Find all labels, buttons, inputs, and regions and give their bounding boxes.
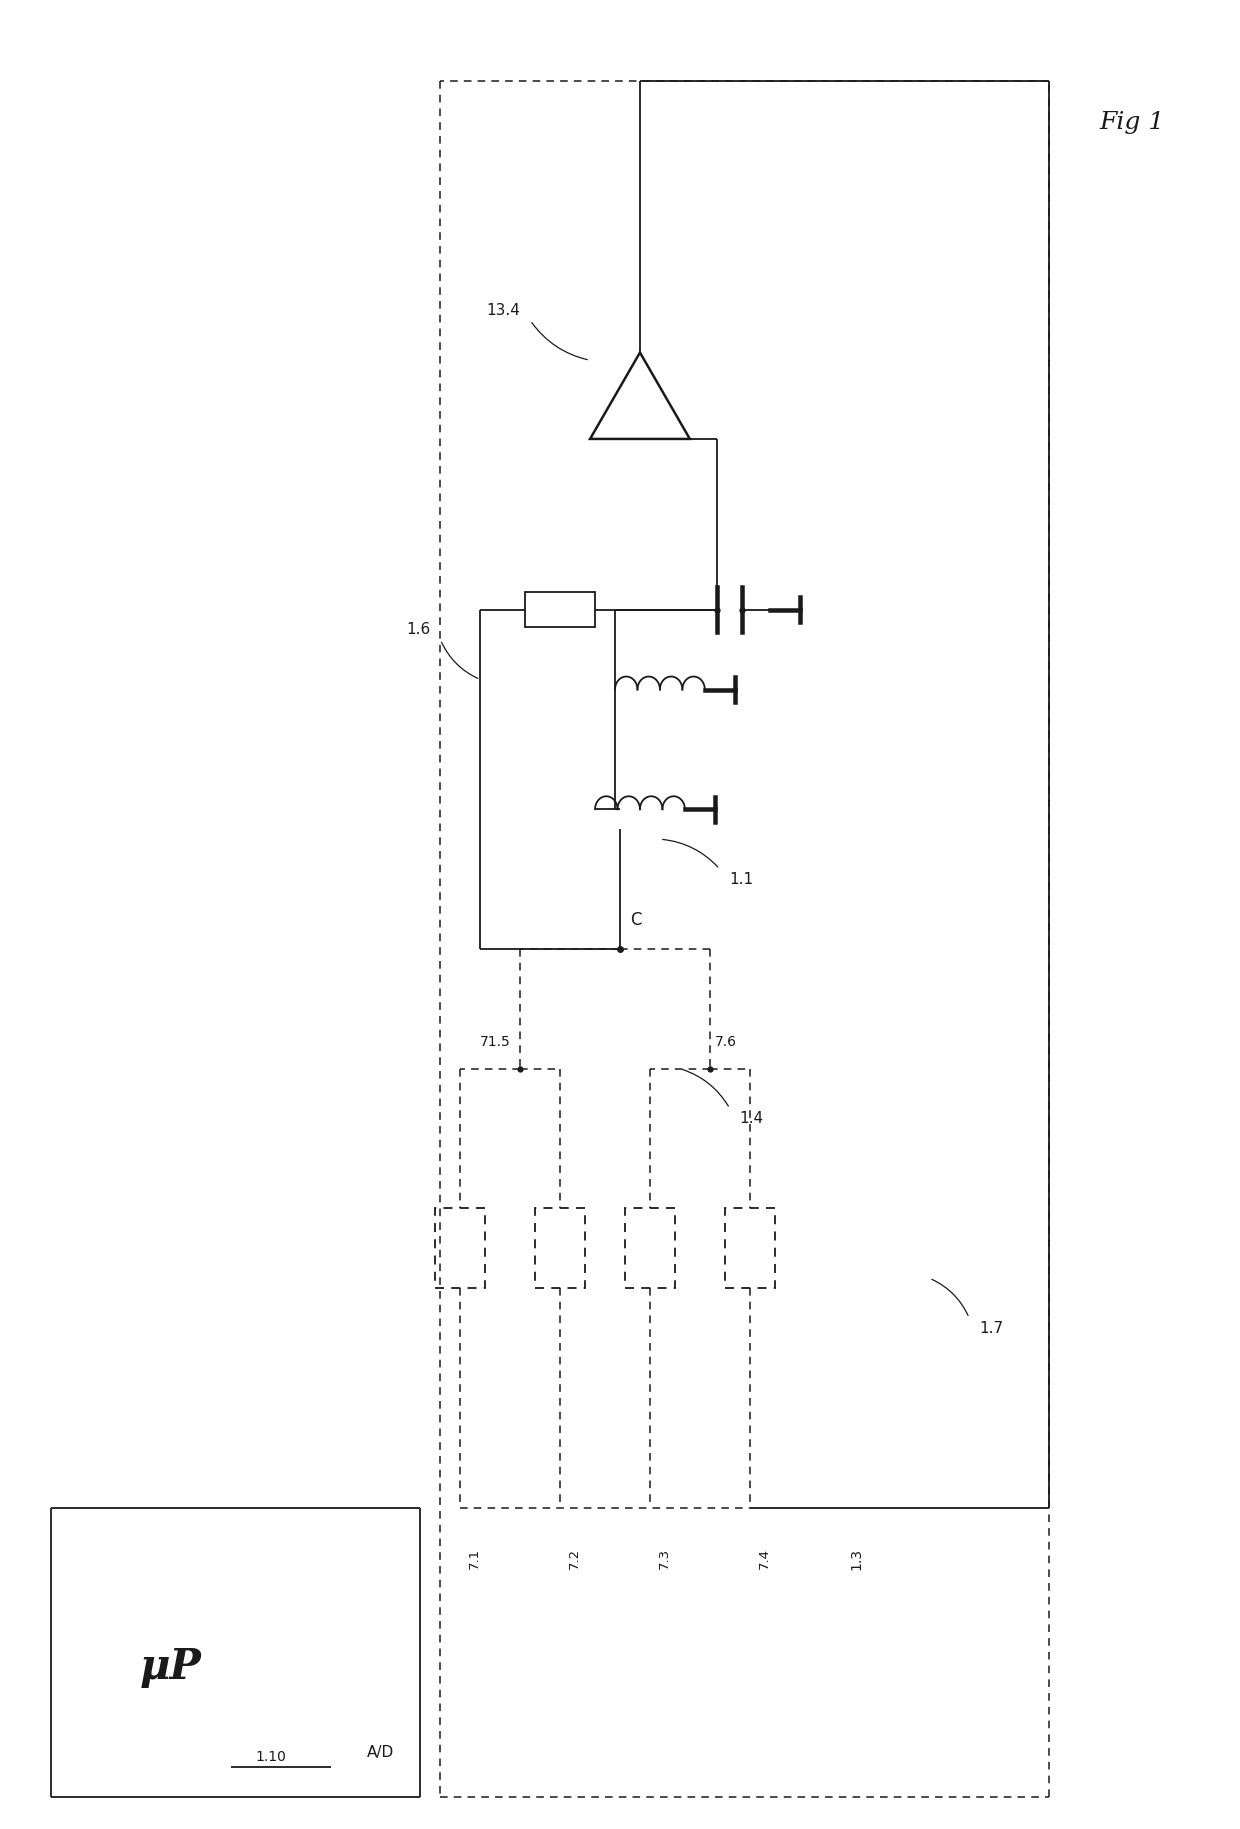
- Text: 1.6: 1.6: [407, 622, 430, 636]
- Text: 1.3: 1.3: [849, 1547, 863, 1569]
- Bar: [526, 593, 595, 627]
- Text: 1.7: 1.7: [980, 1321, 1003, 1335]
- Text: 13.4: 13.4: [486, 304, 521, 318]
- Text: 7.2: 7.2: [568, 1547, 582, 1569]
- Bar: [625, 1209, 675, 1288]
- Text: 7.3: 7.3: [658, 1547, 671, 1569]
- Bar: [536, 1209, 585, 1288]
- Text: μP: μP: [140, 1646, 202, 1688]
- Text: C: C: [630, 911, 641, 929]
- Text: 7.4: 7.4: [758, 1547, 771, 1569]
- Text: A/D: A/D: [367, 1745, 394, 1759]
- Text: 7.1: 7.1: [469, 1547, 481, 1569]
- Text: 1.4: 1.4: [740, 1110, 764, 1127]
- Text: 1.10: 1.10: [255, 1750, 286, 1765]
- Text: 7.6: 7.6: [714, 1035, 737, 1048]
- Text: 71.5: 71.5: [480, 1035, 510, 1048]
- Text: 1.1: 1.1: [730, 872, 754, 887]
- Bar: [724, 1209, 775, 1288]
- Bar: [435, 1209, 485, 1288]
- Text: Fig 1: Fig 1: [1099, 112, 1164, 134]
